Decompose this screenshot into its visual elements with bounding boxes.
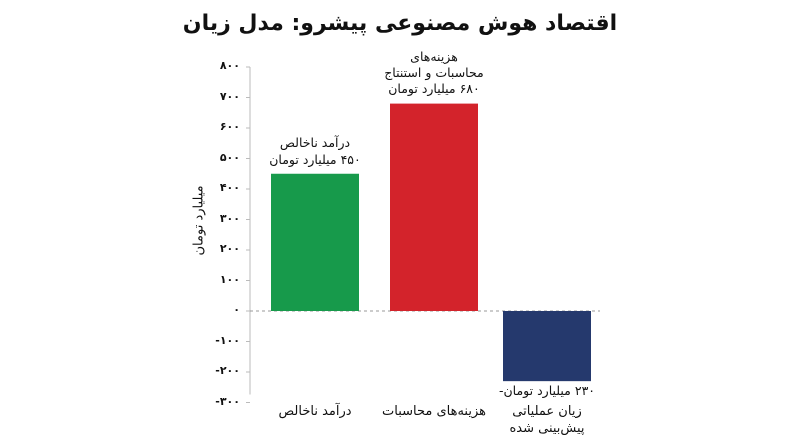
x-tick-label: زیان عملیاتی پیش‌بینی شده: [509, 404, 585, 436]
y-tick-label: -۱۰۰: [215, 333, 240, 347]
value-label: ۴۵۰ میلیارد تومان: [269, 151, 361, 167]
bar: [390, 103, 478, 311]
annotation: هزینه‌های محاسبات و استنتاج: [384, 48, 484, 81]
y-tick-label: ۳۰۰: [219, 211, 240, 225]
bar: [503, 311, 591, 382]
y-tick-label: ۷۰۰: [219, 89, 240, 103]
bar-annotation: درآمد ناخالص ۴۵۰ میلیارد تومان: [240, 135, 390, 168]
y-tick-label: ۲۰۰: [219, 242, 240, 255]
chart-title: اقتصاد هوش مصنوعی پیشرو: مدل زیان: [182, 11, 618, 36]
y-tick-label: -۲۰۰: [215, 364, 240, 377]
y-tick-label: ۱۰۰: [219, 272, 240, 286]
x-tick-label: هزینه‌های محاسبات: [382, 404, 486, 419]
y-tick-label: ۰: [233, 303, 240, 316]
bar-annotation: هزینه‌های محاسبات و استنتاج ۶۸۰ میلیارد ت…: [359, 49, 509, 98]
y-tick-label: ۴۰۰: [219, 181, 240, 194]
x-tick-label: درآمد ناخالص: [278, 404, 352, 419]
value-label: ۲۳۰ میلیارد تومان-: [498, 383, 596, 399]
annotation: درآمد ناخالص: [279, 135, 351, 151]
y-tick-label: ۵۰۰: [219, 150, 240, 164]
y-tick-label: ۶۰۰: [219, 120, 240, 133]
y-tick-label: ۸۰۰: [219, 59, 240, 72]
y-tick-label: -۳۰۰: [215, 394, 240, 408]
value-label: ۶۸۰ میلیارد تومان: [388, 81, 480, 97]
bar: [271, 173, 359, 311]
